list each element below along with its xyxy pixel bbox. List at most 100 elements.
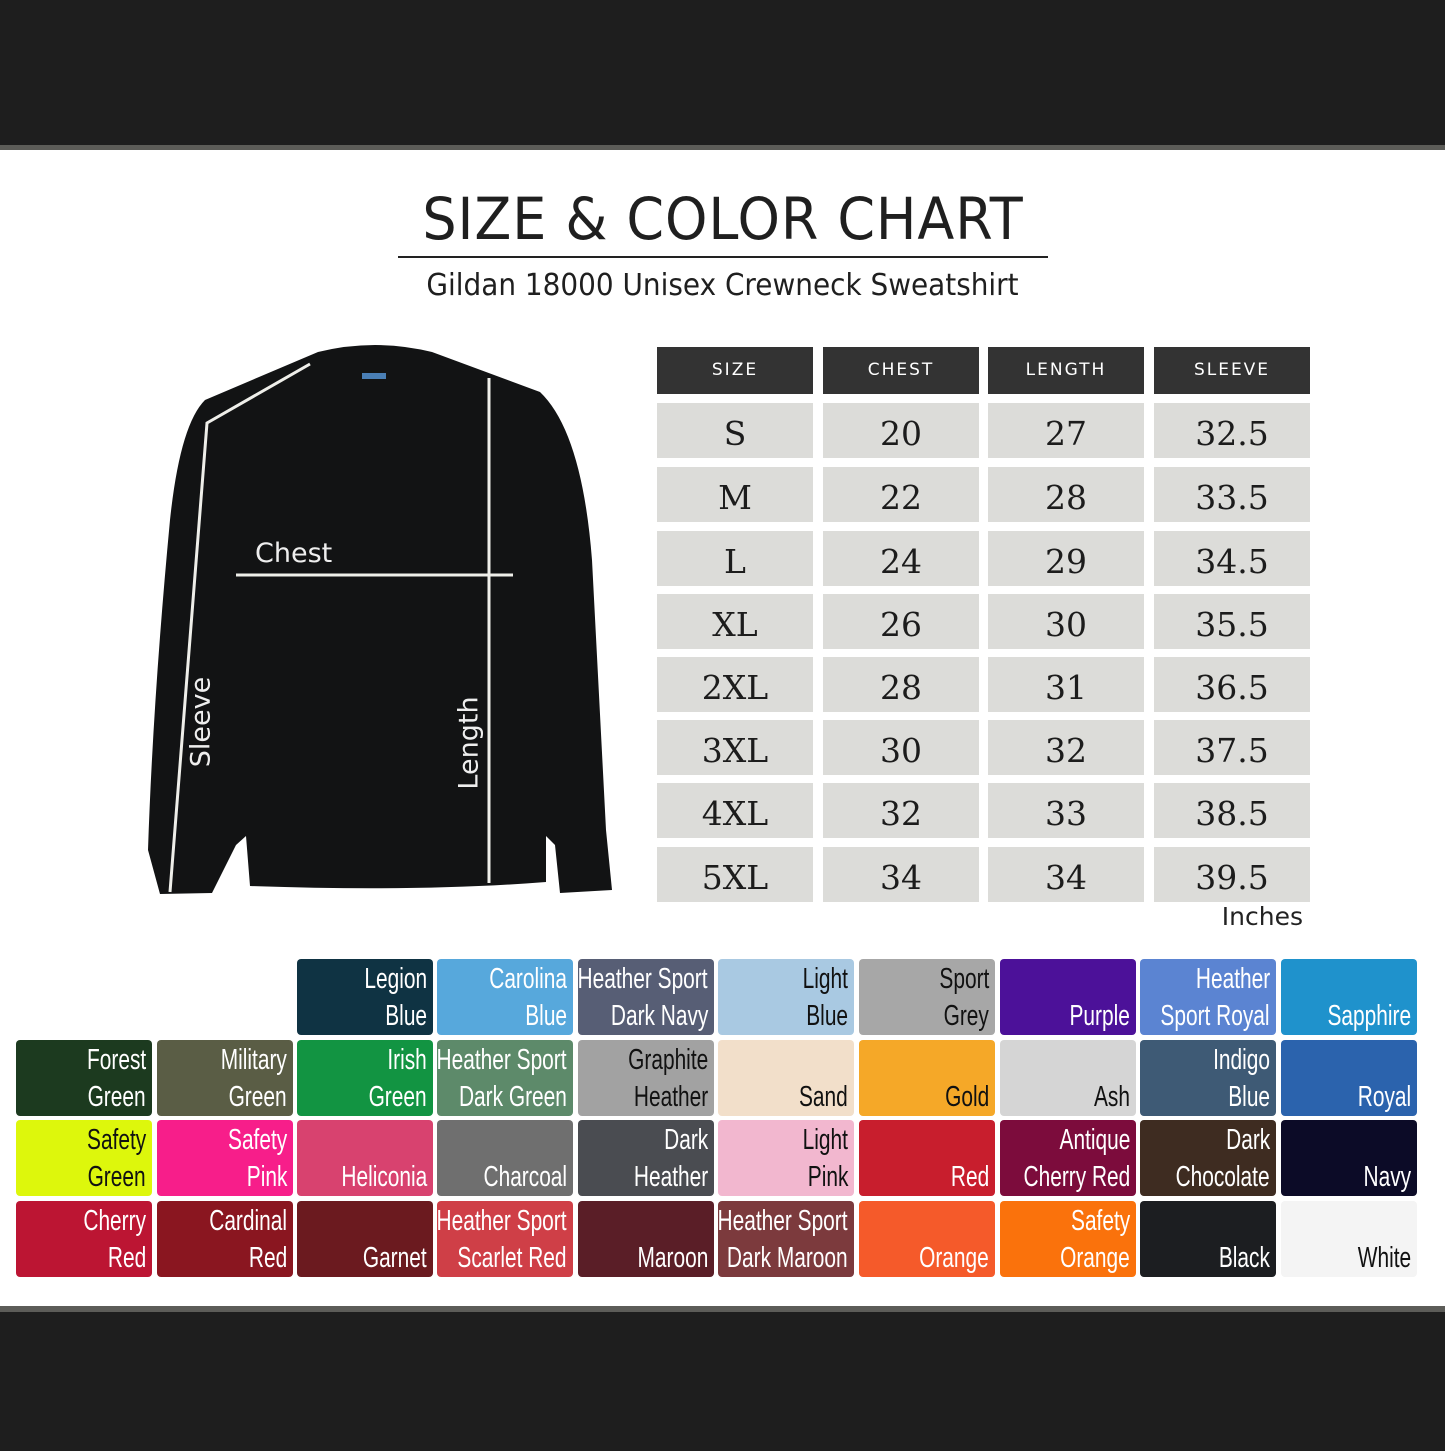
color-name-line: Ash	[1094, 1081, 1130, 1113]
color-name-line: Dark	[1225, 1124, 1270, 1156]
color-swatch-cherry-red[interactable]: Cherry Red	[16, 1201, 152, 1277]
color-name-line: Heather Sport	[578, 963, 708, 995]
color-swatch-indigo-blue[interactable]: Indigo Blue	[1140, 1040, 1276, 1116]
color-swatch-irish-green[interactable]: Irish Green	[297, 1040, 433, 1116]
color-name-line: Safety	[1070, 1205, 1130, 1237]
measurement-cell: 36.5	[1154, 657, 1310, 712]
color-swatch-forest-green[interactable]: Forest Green	[16, 1040, 152, 1116]
measurement-cell: 31	[988, 657, 1144, 712]
color-name-line: Green	[87, 1081, 146, 1113]
color-swatch-gold[interactable]: Gold	[859, 1040, 995, 1116]
measurement-cell: 26	[823, 594, 979, 649]
color-swatch-orange[interactable]: Orange	[859, 1201, 995, 1277]
color-name-line: Heliconia	[341, 1161, 427, 1193]
color-name-line: Scarlet Red	[457, 1242, 567, 1274]
size-cell: M	[657, 467, 813, 522]
color-swatch-antique-cherry-red[interactable]: Antique Cherry Red	[1000, 1120, 1136, 1196]
color-swatch-dark-chocolate[interactable]: Dark Chocolate	[1140, 1120, 1276, 1196]
measurement-cell: 39.5	[1154, 847, 1310, 902]
sleeve-measure-line	[168, 362, 311, 893]
color-name-line: Green	[368, 1081, 427, 1113]
color-name-line: Gold	[944, 1081, 989, 1113]
color-name-line: Irish	[387, 1044, 427, 1076]
color-name-line: Cardinal	[209, 1205, 287, 1237]
color-name-line: Maroon	[637, 1242, 708, 1274]
color-name-line: Heather	[633, 1081, 708, 1113]
color-name-line: Heather Sport	[437, 1205, 567, 1237]
color-swatch-safety-pink[interactable]: Safety Pink	[157, 1120, 293, 1196]
color-swatch-cardinal-red[interactable]: Cardinal Red	[157, 1201, 293, 1277]
size-cell: L	[657, 531, 813, 586]
color-swatch-white[interactable]: White	[1281, 1201, 1417, 1277]
color-swatch-charcoal[interactable]: Charcoal	[437, 1120, 573, 1196]
color-swatch-garnet[interactable]: Garnet	[297, 1201, 433, 1277]
measurement-cell: 30	[988, 594, 1144, 649]
color-name-line: Charcoal	[483, 1161, 567, 1193]
size-cell: 3XL	[657, 720, 813, 775]
color-name-line: Blue	[525, 1000, 567, 1032]
measurement-cell: 35.5	[1154, 594, 1310, 649]
color-swatch-royal[interactable]: Royal	[1281, 1040, 1417, 1116]
color-name-line: Red	[107, 1242, 146, 1274]
page-subtitle: Gildan 18000 Unisex Crewneck Sweatshirt	[426, 268, 1019, 303]
size-cell: S	[657, 403, 813, 458]
measurement-cell: 28	[988, 467, 1144, 522]
color-name-line: Grey	[943, 1000, 989, 1032]
color-swatch-maroon[interactable]: Maroon	[578, 1201, 714, 1277]
color-name-line: Royal	[1357, 1081, 1411, 1113]
color-swatch-carolina-blue[interactable]: Carolina Blue	[437, 959, 573, 1035]
measurement-cell: 32	[988, 720, 1144, 775]
color-name-line: Sport	[939, 963, 989, 995]
color-swatch-heather-sport-scarlet-red[interactable]: Heather Sport Scarlet Red	[437, 1201, 573, 1277]
color-swatch-ash[interactable]: Ash	[1000, 1040, 1136, 1116]
color-name-line: Safety	[86, 1124, 146, 1156]
color-swatch-heather-sport-dark-maroon[interactable]: Heather Sport Dark Maroon	[718, 1201, 854, 1277]
color-swatch-safety-green[interactable]: Safety Green	[16, 1120, 152, 1196]
color-name-line: Dark Navy	[610, 1000, 708, 1032]
size-cell: 2XL	[657, 657, 813, 712]
color-name-line: Safety	[227, 1124, 287, 1156]
color-name-line: Cherry	[83, 1205, 146, 1237]
color-name-line: Purple	[1069, 1000, 1130, 1032]
color-swatch-sport-grey[interactable]: Sport Grey	[859, 959, 995, 1035]
chest-label: Chest	[255, 538, 333, 569]
color-name-line: Heather	[1195, 963, 1270, 995]
color-name-line: Chocolate	[1175, 1161, 1270, 1193]
measurement-cell: 37.5	[1154, 720, 1310, 775]
color-name-line: Carolina	[489, 963, 567, 995]
color-name-line: Indigo	[1213, 1044, 1270, 1076]
color-swatch-sand[interactable]: Sand	[718, 1040, 854, 1116]
color-swatch-red[interactable]: Red	[859, 1120, 995, 1196]
measurement-cell: 29	[988, 531, 1144, 586]
color-name-line: Red	[248, 1242, 287, 1274]
color-swatch-heliconia[interactable]: Heliconia	[297, 1120, 433, 1196]
color-swatch-dark-heather[interactable]: Dark Heather	[578, 1120, 714, 1196]
color-swatch-heather-sport-dark-green[interactable]: Heather Sport Dark Green	[437, 1040, 573, 1116]
color-name-line: Light	[802, 1124, 848, 1156]
page-title: SIZE & COLOR CHART	[422, 185, 1024, 253]
color-name-line: Sand	[799, 1081, 848, 1113]
color-swatch-graphite-heather[interactable]: Graphite Heather	[578, 1040, 714, 1116]
color-name-line: Blue	[806, 1000, 848, 1032]
measurement-cell: 20	[823, 403, 979, 458]
color-swatch-military-green[interactable]: Military Green	[157, 1040, 293, 1116]
color-name-line: Orange	[919, 1242, 989, 1274]
color-name-line: Sapphire	[1327, 1000, 1411, 1032]
color-name-line: Black	[1218, 1242, 1270, 1274]
color-swatch-purple[interactable]: Purple	[1000, 959, 1136, 1035]
size-cell: XL	[657, 594, 813, 649]
color-swatch-sapphire[interactable]: Sapphire	[1281, 959, 1417, 1035]
color-swatch-heather-sport-dark-navy[interactable]: Heather Sport Dark Navy	[578, 959, 714, 1035]
color-swatch-legion-blue[interactable]: Legion Blue	[297, 959, 433, 1035]
color-swatch-navy[interactable]: Navy	[1281, 1120, 1417, 1196]
column-header-length: LENGTH	[988, 347, 1144, 394]
color-swatch-light-blue[interactable]: Light Blue	[718, 959, 854, 1035]
color-swatch-safety-orange[interactable]: Safety Orange	[1000, 1201, 1136, 1277]
color-swatch-black[interactable]: Black	[1140, 1201, 1276, 1277]
color-name-line: Forest	[86, 1044, 146, 1076]
color-swatch-heather-sport-royal[interactable]: Heather Sport Royal	[1140, 959, 1276, 1035]
color-name-line: Legion	[364, 963, 427, 995]
color-name-line: Dark Maroon	[727, 1242, 848, 1274]
color-swatch-light-pink[interactable]: Light Pink	[718, 1120, 854, 1196]
